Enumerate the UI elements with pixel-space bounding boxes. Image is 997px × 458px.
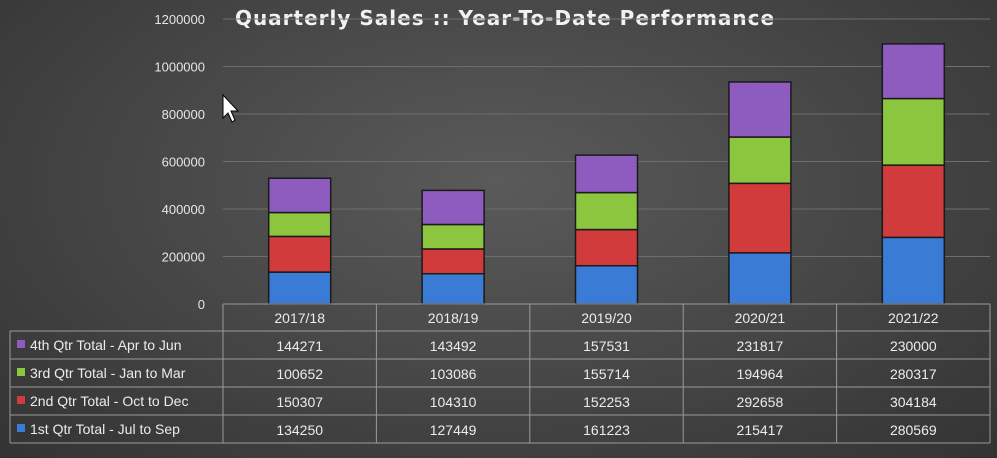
chart-title: Quarterly Sales :: Year-To-Date Performa… [235,6,775,30]
table-cell-value: 143492 [430,338,477,354]
table-cell-value: 100652 [276,366,323,382]
bar-segment [881,97,946,166]
bar-segment [421,189,485,226]
legend-key [17,396,25,404]
y-axis: 0 200000 400000 600000 800000 1000000 1200000 [154,12,205,312]
y-tick-label: 200000 [162,250,205,265]
series-label: 2nd Qtr Total - Oct to Dec [30,393,188,409]
bar-segment [267,211,332,238]
table-cell-value: 157531 [583,338,630,354]
bar-segment [574,264,639,305]
legend-key [17,368,25,376]
table-cell-value: 127449 [430,422,477,438]
table-header-category: 2018/19 [428,310,479,326]
bar-segment [267,235,332,273]
legend-key [17,340,25,348]
bars [267,43,946,305]
bar-segment [574,228,639,267]
y-tick-label: 600000 [162,155,205,170]
bar-segment [728,81,792,138]
bar-segment [574,191,639,231]
series-label: 4th Qtr Total - Apr to Jun [30,337,181,353]
y-tick-label: 800000 [162,107,205,122]
table-header-category: 2019/20 [581,310,632,326]
table-header-category: 2021/22 [888,310,939,326]
mouse-cursor-icon [222,93,240,123]
table-cell-value: 150307 [276,394,323,410]
table-cell-value: 103086 [430,366,477,382]
table-cell-value: 292658 [737,394,784,410]
bar-segment [421,223,485,250]
table-cell-value: 215417 [737,422,784,438]
bar-segment [728,136,792,185]
table-cell-value: 230000 [890,338,937,354]
series-label: 1st Qtr Total - Jul to Sep [30,421,180,437]
bar-segment [881,164,946,239]
bar-segment [881,236,946,305]
bar-segment [728,182,792,254]
table-cell-value: 280569 [890,422,937,438]
table-cell-value: 144271 [276,338,323,354]
table-cell-value: 152253 [583,394,630,410]
table-cell-value: 304184 [890,394,937,410]
y-tick-label: 1200000 [154,12,205,27]
table-cell-value: 104310 [430,394,477,410]
bar-segment [267,177,332,214]
legend-key [17,424,25,432]
y-tick-label: 400000 [162,202,205,217]
y-tick-label: 1000000 [154,60,205,75]
bar-segment [267,271,332,305]
table-header-category: 2017/18 [274,310,325,326]
table-cell-value: 155714 [583,366,630,382]
bar-segment [574,154,639,194]
data-table: 2017/18 2018/19 2019/20 2020/21 2021/22 4th Q… [9,303,991,444]
bar-segment [881,43,946,100]
bar-segment [728,252,792,305]
bar-segment [421,272,485,305]
table-cell-value: 134250 [276,422,323,438]
series-label: 3rd Qtr Total - Jan to Mar [30,365,186,381]
table-cell-value: 231817 [737,338,784,354]
bar-segment [421,248,485,275]
y-tick-label: 0 [198,297,205,312]
table-header-category: 2020/21 [735,310,786,326]
table-cell-value: 194964 [737,366,784,382]
table-cell-value: 280317 [890,366,937,382]
table-cell-value: 161223 [583,422,630,438]
